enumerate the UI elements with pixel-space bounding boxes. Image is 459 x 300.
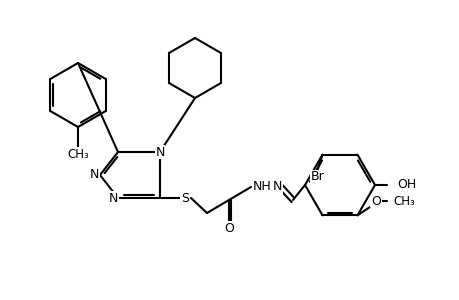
Text: NH: NH — [252, 181, 271, 194]
Text: OH: OH — [396, 178, 415, 191]
Text: O: O — [224, 221, 234, 235]
Text: CH₃: CH₃ — [67, 148, 89, 160]
Text: CH₃: CH₃ — [392, 195, 414, 208]
Text: S: S — [180, 191, 189, 205]
Text: N: N — [90, 169, 99, 182]
Text: N: N — [272, 181, 282, 194]
Text: N: N — [155, 146, 164, 158]
Text: N: N — [108, 191, 118, 205]
Text: Br: Br — [310, 170, 324, 183]
Text: O: O — [371, 195, 381, 208]
